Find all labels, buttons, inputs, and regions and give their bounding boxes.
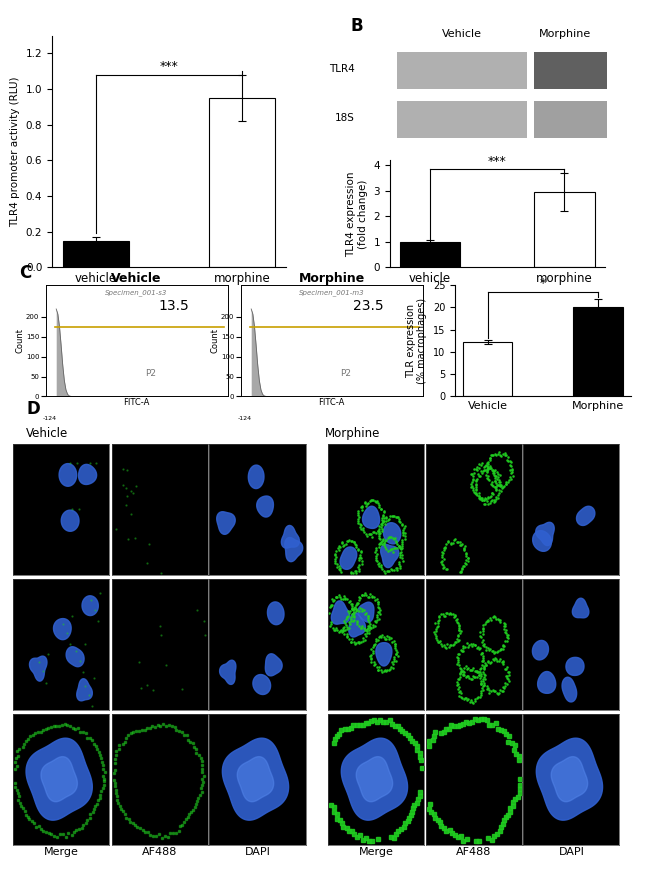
Polygon shape: [66, 647, 84, 666]
Y-axis label: TLR4 promoter activity (RLU): TLR4 promoter activity (RLU): [10, 77, 20, 226]
Y-axis label: Count: Count: [211, 328, 219, 354]
X-axis label: Merge: Merge: [44, 847, 79, 857]
Bar: [534, 192, 595, 267]
Polygon shape: [349, 613, 365, 637]
Text: Specimen_001-s3: Specimen_001-s3: [105, 290, 168, 297]
Polygon shape: [381, 544, 399, 568]
Polygon shape: [220, 660, 236, 684]
Polygon shape: [536, 522, 554, 545]
Polygon shape: [532, 641, 549, 660]
Text: Vehicle: Vehicle: [441, 29, 482, 39]
Text: C: C: [20, 264, 32, 282]
Polygon shape: [551, 756, 588, 802]
X-axis label: DAPI: DAPI: [558, 847, 584, 857]
Text: P2: P2: [146, 370, 157, 379]
Polygon shape: [536, 738, 603, 821]
Polygon shape: [384, 523, 401, 544]
Polygon shape: [248, 465, 264, 488]
X-axis label: FITC-A: FITC-A: [124, 398, 150, 407]
Bar: [62, 241, 129, 267]
Polygon shape: [253, 674, 270, 694]
Polygon shape: [358, 602, 374, 622]
Text: ***: ***: [488, 155, 506, 168]
X-axis label: AF488: AF488: [142, 847, 177, 857]
Text: Morphine: Morphine: [540, 29, 592, 39]
Polygon shape: [376, 642, 392, 666]
Polygon shape: [332, 601, 350, 625]
Text: D: D: [26, 400, 40, 418]
Polygon shape: [77, 679, 92, 701]
Text: 23.5: 23.5: [354, 298, 384, 313]
Bar: [209, 98, 276, 267]
X-axis label: AF488: AF488: [456, 847, 491, 857]
Title: Morphine: Morphine: [298, 272, 365, 285]
Polygon shape: [257, 496, 274, 517]
X-axis label: DAPI: DAPI: [244, 847, 270, 857]
Polygon shape: [26, 738, 92, 821]
Y-axis label: Count: Count: [16, 328, 24, 354]
Y-axis label: TLR4 expression
(fold change): TLR4 expression (fold change): [346, 171, 368, 257]
Polygon shape: [53, 618, 71, 640]
X-axis label: Merge: Merge: [359, 847, 394, 857]
Polygon shape: [61, 511, 79, 531]
Polygon shape: [59, 463, 77, 486]
Polygon shape: [41, 756, 77, 802]
Polygon shape: [577, 506, 595, 526]
FancyBboxPatch shape: [396, 101, 526, 138]
Polygon shape: [265, 654, 282, 676]
Text: -124: -124: [43, 416, 57, 421]
Polygon shape: [532, 531, 551, 552]
Text: 18S: 18S: [335, 113, 355, 123]
Polygon shape: [573, 598, 589, 617]
Text: -124: -124: [238, 416, 252, 421]
Bar: [400, 241, 460, 267]
Polygon shape: [216, 511, 235, 535]
Polygon shape: [222, 738, 289, 821]
Polygon shape: [237, 756, 274, 802]
X-axis label: FITC-A: FITC-A: [318, 398, 344, 407]
Polygon shape: [341, 738, 408, 821]
Polygon shape: [356, 756, 393, 802]
Text: Specimen_001-m3: Specimen_001-m3: [299, 290, 364, 297]
Polygon shape: [566, 658, 584, 675]
FancyBboxPatch shape: [534, 101, 607, 138]
Title: Vehicle: Vehicle: [111, 272, 162, 285]
FancyBboxPatch shape: [396, 52, 526, 89]
Text: *: *: [540, 277, 546, 290]
Polygon shape: [538, 672, 556, 693]
Text: B: B: [351, 17, 363, 35]
Polygon shape: [285, 537, 303, 561]
Y-axis label: TLR expression
(% macrophages): TLR expression (% macrophages): [406, 298, 427, 384]
Polygon shape: [267, 602, 284, 625]
Polygon shape: [562, 677, 577, 702]
Polygon shape: [363, 506, 380, 528]
Text: Vehicle: Vehicle: [26, 427, 68, 439]
Text: P2: P2: [341, 370, 352, 379]
Polygon shape: [340, 547, 357, 569]
Text: TLR4: TLR4: [329, 64, 355, 74]
Text: Morphine: Morphine: [325, 427, 380, 439]
Text: 13.5: 13.5: [159, 298, 189, 313]
FancyBboxPatch shape: [534, 52, 607, 89]
Polygon shape: [281, 526, 300, 548]
Text: ***: ***: [160, 60, 178, 73]
Bar: [573, 307, 623, 396]
Bar: [463, 342, 512, 396]
Polygon shape: [82, 596, 98, 616]
Polygon shape: [79, 464, 97, 485]
Polygon shape: [29, 656, 47, 681]
